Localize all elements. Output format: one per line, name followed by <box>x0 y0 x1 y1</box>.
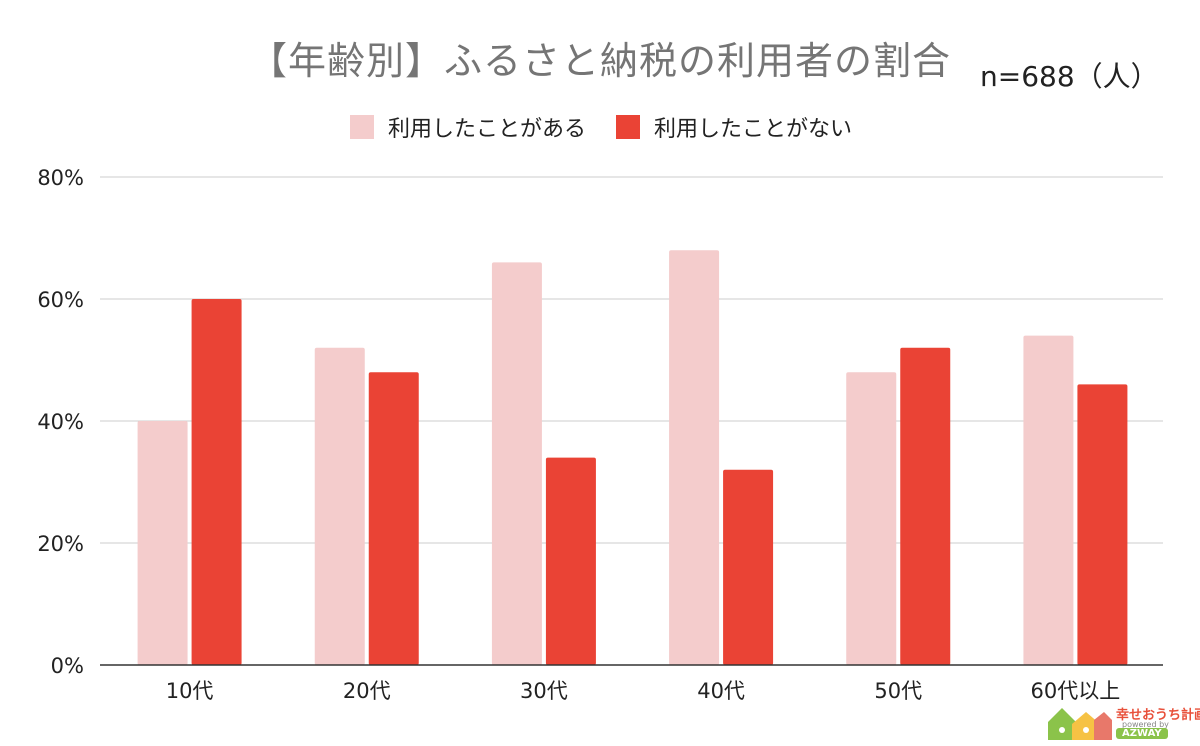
legend-label-not-used: 利用したことがない <box>654 117 853 142</box>
bar-used <box>314 347 365 665</box>
y-tick-label: 20% <box>37 532 84 556</box>
x-tick-label: 20代 <box>343 679 391 703</box>
x-tick-label: 50代 <box>874 679 922 703</box>
legend-swatch-used <box>350 115 374 139</box>
logo-brand: AZWAY <box>1116 728 1168 739</box>
y-tick-label: 40% <box>37 410 84 434</box>
legend: 利用したことがある 利用したことがない <box>350 111 882 143</box>
sample-size-note: n=688（人） <box>980 60 1159 93</box>
bar-not-used <box>900 347 951 665</box>
house-logo-icon <box>1048 708 1112 740</box>
legend-item-not-used: 利用したことがない <box>616 111 852 143</box>
x-tick-label: 10代 <box>166 679 214 703</box>
legend-item-used: 利用したことがある <box>350 111 586 143</box>
x-tick-label: 60代以上 <box>1031 679 1121 703</box>
brand-logo: 幸せおうち計画 powered by AZWAY <box>1044 700 1200 742</box>
bar-used <box>491 262 542 665</box>
bar-not-used <box>368 372 419 665</box>
legend-label-used: 利用したことがある <box>388 117 587 142</box>
logo-text: 幸せおうち計画 <box>1116 708 1200 723</box>
bar-used <box>1023 335 1074 665</box>
bar-not-used <box>1077 384 1128 665</box>
bar-used <box>846 372 897 665</box>
y-tick-label: 60% <box>37 288 84 312</box>
bar-used <box>137 421 188 665</box>
bar-not-used <box>723 469 774 665</box>
logo-sub: powered by <box>1122 720 1169 729</box>
x-tick-label: 40代 <box>697 679 745 703</box>
bar-used <box>669 250 720 665</box>
chart-title: 【年齢別】ふるさと納税の利用者の割合 <box>248 39 951 83</box>
bar-not-used <box>191 299 242 665</box>
x-tick-label: 30代 <box>520 679 568 703</box>
bar-not-used <box>545 457 596 665</box>
y-tick-label: 80% <box>37 166 84 190</box>
legend-swatch-not-used <box>616 115 641 139</box>
y-tick-label: 0% <box>51 654 84 678</box>
